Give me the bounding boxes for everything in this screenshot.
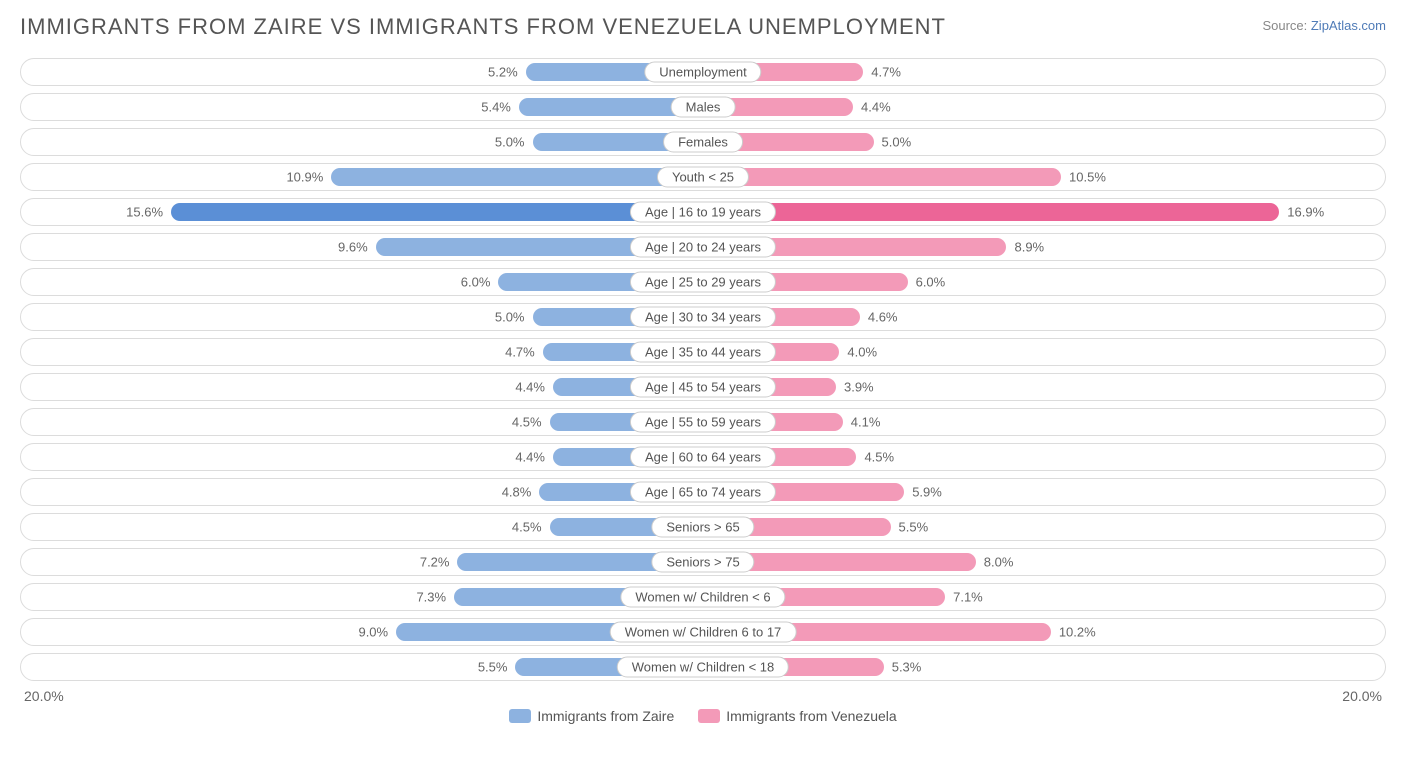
value-left: 4.5% xyxy=(512,520,542,535)
category-label: Women w/ Children < 18 xyxy=(617,657,789,678)
legend: Immigrants from Zaire Immigrants from Ve… xyxy=(20,708,1386,724)
x-axis: 20.0% 20.0% xyxy=(20,688,1386,704)
category-label: Age | 65 to 74 years xyxy=(630,482,776,503)
bar-right xyxy=(703,168,1061,186)
value-right: 4.6% xyxy=(868,310,898,325)
category-label: Age | 16 to 19 years xyxy=(630,202,776,223)
value-right: 5.5% xyxy=(899,520,929,535)
category-label: Age | 25 to 29 years xyxy=(630,272,776,293)
category-label: Females xyxy=(663,132,743,153)
value-right: 5.3% xyxy=(892,660,922,675)
diverging-bar-chart: 5.2%4.7%Unemployment5.4%4.4%Males5.0%5.0… xyxy=(20,58,1386,681)
value-left: 4.8% xyxy=(502,485,532,500)
chart-title: IMMIGRANTS FROM ZAIRE VS IMMIGRANTS FROM… xyxy=(20,14,946,40)
value-left: 5.0% xyxy=(495,135,525,150)
value-right: 4.0% xyxy=(847,345,877,360)
chart-row: 4.4% 4.5% Age | 60 to 64 years xyxy=(20,443,1386,471)
axis-left-max: 20.0% xyxy=(24,688,64,704)
source-link[interactable]: ZipAtlas.com xyxy=(1311,18,1386,33)
chart-row: 15.6% 16.9% Age | 16 to 19 years xyxy=(20,198,1386,226)
chart-row: 7.2% 8.0% Seniors > 75 xyxy=(20,548,1386,576)
category-label: Age | 30 to 34 years xyxy=(630,307,776,328)
bar-right xyxy=(703,203,1279,221)
value-right: 10.2% xyxy=(1059,625,1096,640)
value-left: 4.5% xyxy=(512,415,542,430)
category-label: Youth < 25 xyxy=(657,167,749,188)
category-label: Age | 60 to 64 years xyxy=(630,447,776,468)
axis-right-max: 20.0% xyxy=(1342,688,1382,704)
category-label: Women w/ Children < 6 xyxy=(620,587,785,608)
chart-row: 5.2% 4.7% Unemployment xyxy=(20,58,1386,86)
category-label: Age | 55 to 59 years xyxy=(630,412,776,433)
value-left: 4.4% xyxy=(515,380,545,395)
chart-row: 6.0% 6.0% Age | 25 to 29 years xyxy=(20,268,1386,296)
bar-left xyxy=(331,168,703,186)
chart-row: 9.0% 10.2% Women w/ Children 6 to 17 xyxy=(20,618,1386,646)
value-left: 4.4% xyxy=(515,450,545,465)
value-left: 9.6% xyxy=(338,240,368,255)
category-label: Age | 20 to 24 years xyxy=(630,237,776,258)
value-left: 4.7% xyxy=(505,345,535,360)
value-right: 4.5% xyxy=(864,450,894,465)
chart-row: 4.5% 4.1% Age | 55 to 59 years xyxy=(20,408,1386,436)
value-left: 10.9% xyxy=(286,170,323,185)
value-right: 5.9% xyxy=(912,485,942,500)
category-label: Seniors > 75 xyxy=(651,552,754,573)
value-right: 8.0% xyxy=(984,555,1014,570)
legend-swatch-right xyxy=(698,709,720,723)
bar-left xyxy=(171,203,703,221)
legend-label-left: Immigrants from Zaire xyxy=(537,708,674,724)
category-label: Seniors > 65 xyxy=(651,517,754,538)
category-label: Males xyxy=(671,97,736,118)
value-right: 4.7% xyxy=(871,65,901,80)
value-left: 5.5% xyxy=(478,660,508,675)
value-right: 5.0% xyxy=(882,135,912,150)
value-left: 6.0% xyxy=(461,275,491,290)
chart-row: 9.6% 8.9% Age | 20 to 24 years xyxy=(20,233,1386,261)
value-right: 4.1% xyxy=(851,415,881,430)
legend-item-right: Immigrants from Venezuela xyxy=(698,708,896,724)
value-left: 7.3% xyxy=(416,590,446,605)
category-label: Age | 45 to 54 years xyxy=(630,377,776,398)
value-right: 8.9% xyxy=(1014,240,1044,255)
category-label: Women w/ Children 6 to 17 xyxy=(610,622,797,643)
value-right: 10.5% xyxy=(1069,170,1106,185)
value-right: 16.9% xyxy=(1287,205,1324,220)
value-right: 7.1% xyxy=(953,590,983,605)
chart-row: 5.5% 5.3% Women w/ Children < 18 xyxy=(20,653,1386,681)
chart-row: 5.4% 4.4% Males xyxy=(20,93,1386,121)
value-right: 6.0% xyxy=(916,275,946,290)
chart-row: 5.0% 5.0% Females xyxy=(20,128,1386,156)
source-label: Source: ZipAtlas.com xyxy=(1262,14,1386,33)
chart-row: 10.9% 10.5% Youth < 25 xyxy=(20,163,1386,191)
value-left: 5.0% xyxy=(495,310,525,325)
chart-row: 7.3% 7.1% Women w/ Children < 6 xyxy=(20,583,1386,611)
value-left: 7.2% xyxy=(420,555,450,570)
category-label: Unemployment xyxy=(644,62,761,83)
chart-row: 4.5% 5.5% Seniors > 65 xyxy=(20,513,1386,541)
chart-row: 4.8% 5.9% Age | 65 to 74 years xyxy=(20,478,1386,506)
legend-item-left: Immigrants from Zaire xyxy=(509,708,674,724)
legend-swatch-left xyxy=(509,709,531,723)
chart-row: 4.7% 4.0% Age | 35 to 44 years xyxy=(20,338,1386,366)
chart-row: 4.4% 3.9% Age | 45 to 54 years xyxy=(20,373,1386,401)
source-prefix: Source: xyxy=(1262,18,1310,33)
value-left: 9.0% xyxy=(358,625,388,640)
category-label: Age | 35 to 44 years xyxy=(630,342,776,363)
chart-row: 5.0% 4.6% Age | 30 to 34 years xyxy=(20,303,1386,331)
value-right: 3.9% xyxy=(844,380,874,395)
value-left: 15.6% xyxy=(126,205,163,220)
value-left: 5.2% xyxy=(488,65,518,80)
legend-label-right: Immigrants from Venezuela xyxy=(726,708,896,724)
value-left: 5.4% xyxy=(481,100,511,115)
value-right: 4.4% xyxy=(861,100,891,115)
